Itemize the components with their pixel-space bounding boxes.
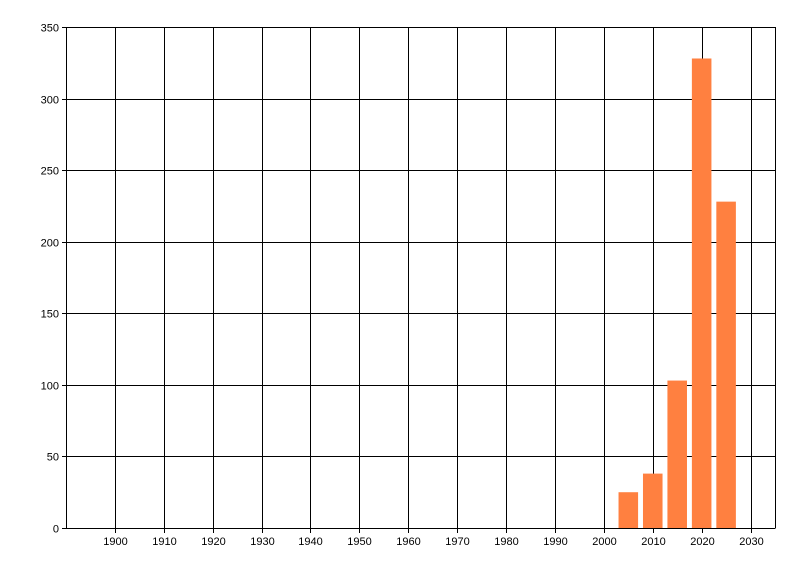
y-tick-label: 250 <box>41 166 59 178</box>
x-tick-label: 1980 <box>494 536 518 548</box>
x-tick-label: 1930 <box>250 536 274 548</box>
x-tick-label: 2010 <box>641 536 665 548</box>
y-tick-label: 100 <box>41 381 59 393</box>
y-tick-label: 200 <box>41 238 59 250</box>
y-tick-label: 150 <box>41 309 59 321</box>
y-tick-label: 300 <box>41 95 59 107</box>
bar-2010 <box>642 473 663 528</box>
x-tick-label: 2020 <box>690 536 714 548</box>
x-tick-label: 1940 <box>298 536 322 548</box>
y-tick-label: 0 <box>53 524 59 536</box>
bar-2025 <box>716 201 736 529</box>
bar-2020 <box>691 58 712 529</box>
x-tick-label: 1960 <box>396 536 420 548</box>
x-tick-label: 1990 <box>543 536 567 548</box>
x-tick-label: 1950 <box>347 536 371 548</box>
bar-2005 <box>618 492 639 528</box>
x-tick-label: 2000 <box>592 536 616 548</box>
x-tick-label: 1910 <box>152 536 176 548</box>
y-tick-label: 350 <box>41 23 59 35</box>
x-tick-label: 1900 <box>103 536 127 548</box>
bar-2015 <box>667 380 687 528</box>
x-tick-label: 1970 <box>445 536 469 548</box>
x-tick-label: 1920 <box>201 536 225 548</box>
y-tick-label: 50 <box>47 452 59 464</box>
x-tick-label: 2030 <box>739 536 763 548</box>
